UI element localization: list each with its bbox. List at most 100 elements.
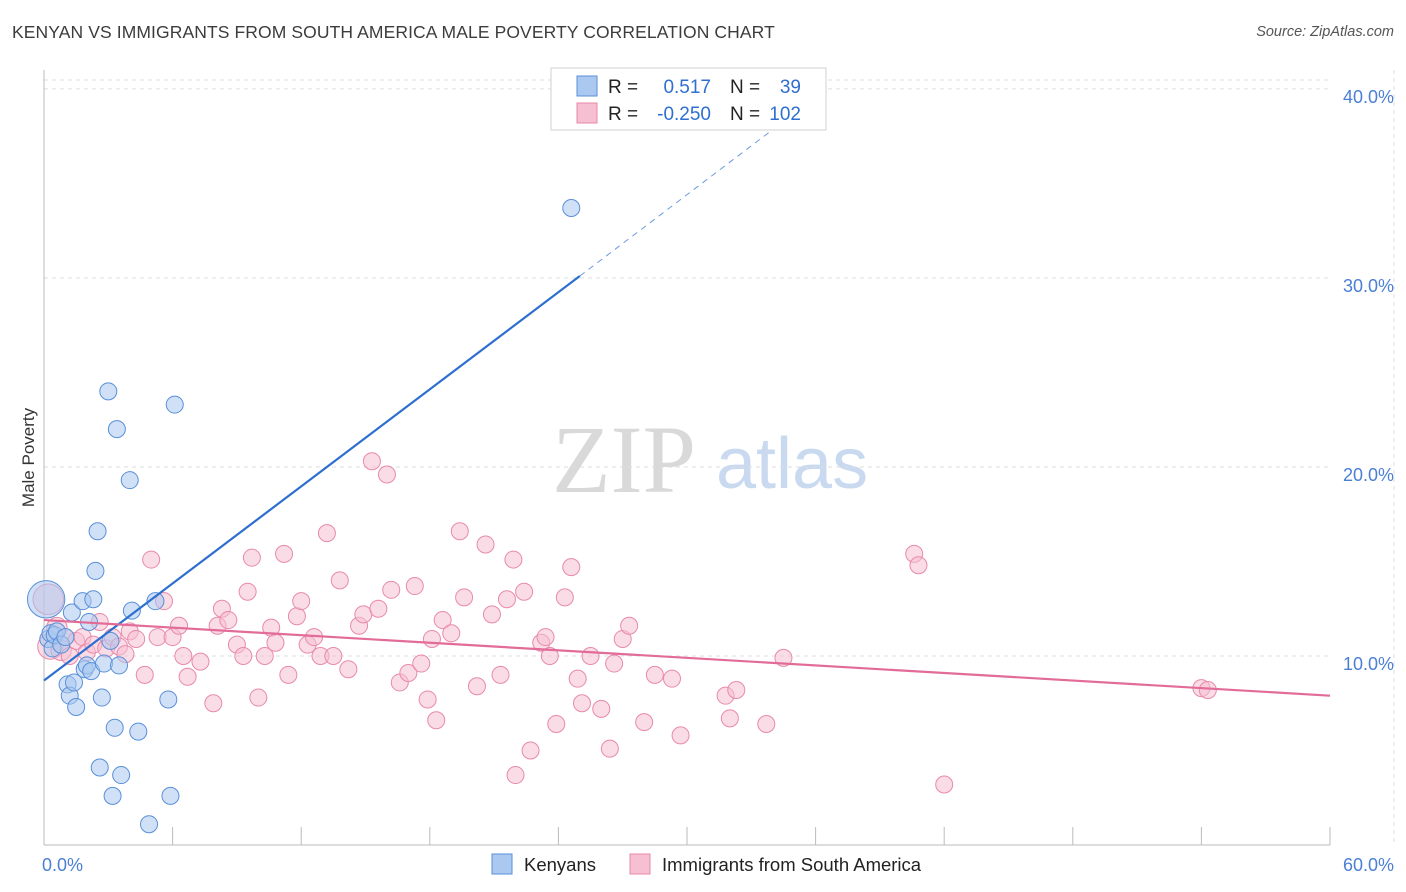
series-legend-label-kenyans: Kenyans — [524, 854, 596, 875]
south-america-point-86 — [605, 654, 624, 673]
kenyan-point-38 — [165, 395, 184, 414]
correlation-legend: R = 0.517 N = 39 R = -0.250 N = 102 — [550, 67, 827, 131]
south-america-point-84 — [592, 699, 611, 718]
south-america-point-34 — [249, 688, 268, 707]
south-america-point-77 — [540, 646, 559, 665]
south-america-point-54 — [382, 580, 401, 599]
south-america-point-25 — [191, 652, 210, 671]
south-america-point-37 — [266, 633, 285, 652]
south-america-point-88 — [620, 616, 639, 635]
south-america-point-89 — [635, 713, 654, 732]
south-america-point-17 — [135, 665, 154, 684]
south-america-point-24 — [178, 667, 197, 686]
y-axis-title: Male Poverty — [19, 407, 38, 507]
trend-lines — [43, 88, 1331, 697]
south-america-point-64 — [450, 522, 469, 541]
kenyan-point-37 — [161, 786, 180, 805]
y-tick-labels: 10.0% 20.0% 30.0% 40.0% — [1343, 87, 1394, 674]
x-tick-label-0: 0.0% — [42, 855, 83, 875]
south-america-point-76 — [536, 628, 555, 647]
watermark-zip: ZIP — [552, 406, 696, 513]
south-america-point-65 — [455, 588, 474, 607]
south-america-point-32 — [238, 582, 257, 601]
south-america-point-18 — [142, 550, 161, 569]
kenyan-point-27 — [105, 718, 124, 737]
south-america-point-83 — [581, 646, 600, 665]
south-america-point-68 — [482, 605, 501, 624]
south-america-point-82 — [572, 694, 591, 713]
chart-title: KENYAN VS IMMIGRANTS FROM SOUTH AMERICA … — [12, 22, 775, 42]
kenyan-point-25 — [101, 631, 120, 650]
x-tick-label-1: 60.0% — [1343, 855, 1394, 875]
watermark-atlas: atlas — [716, 424, 868, 504]
kenyan-point-30 — [112, 766, 131, 785]
south-america-point-73 — [515, 582, 534, 601]
kenyan-point-22 — [92, 688, 111, 707]
source-label: Source: ZipAtlas.com — [1256, 24, 1394, 40]
series-legend-swatch-south-america — [629, 853, 651, 875]
series-kenyans-points — [26, 198, 581, 834]
south-america-point-59 — [418, 690, 437, 709]
south-america-point-38 — [275, 544, 294, 563]
kenyan-point-34 — [140, 815, 159, 834]
kenyan-point-23 — [95, 654, 114, 673]
south-america-point-33 — [242, 548, 261, 567]
south-america-point-100 — [935, 775, 954, 794]
south-america-point-47 — [330, 571, 349, 590]
y-tick-label-2: 30.0% — [1343, 276, 1394, 296]
south-america-point-66 — [467, 677, 486, 696]
south-america-point-35 — [255, 646, 274, 665]
series-legend-swatch-kenyans — [491, 853, 513, 875]
south-america-point-96 — [757, 715, 776, 734]
legend-n-label-1: N = — [730, 77, 760, 98]
south-america-point-50 — [354, 605, 373, 624]
south-america-point-53 — [377, 465, 396, 484]
south-america-point-94 — [720, 709, 739, 728]
south-america-point-39 — [279, 665, 298, 684]
south-america-point-45 — [317, 524, 336, 543]
kenyan-point-35 — [146, 592, 165, 611]
south-america-point-67 — [476, 535, 495, 554]
kenyan-point-18 — [84, 590, 103, 609]
south-america-point-51 — [362, 452, 381, 471]
south-america-point-46 — [324, 646, 343, 665]
south-america-point-19 — [148, 628, 167, 647]
kenyan-point-24 — [99, 382, 118, 401]
south-america-point-41 — [292, 592, 311, 611]
kenyan-point-20 — [88, 522, 107, 541]
south-america-point-91 — [662, 669, 681, 688]
x-tick-labels: 0.0% 60.0% — [42, 855, 1394, 875]
south-america-point-56 — [399, 663, 418, 682]
legend-swatch-south-america — [576, 102, 598, 124]
south-america-point-90 — [645, 665, 664, 684]
kenyan-point-12 — [67, 698, 86, 717]
legend-n-value-1: 39 — [780, 77, 801, 98]
legend-r-value-1: 0.517 — [663, 77, 711, 98]
south-america-point-102 — [1198, 681, 1217, 699]
south-america-point-70 — [497, 590, 516, 609]
south-america-point-23 — [174, 646, 193, 665]
y-tick-label-3: 40.0% — [1343, 87, 1394, 107]
kenyan-point-31 — [120, 471, 139, 490]
south-america-point-71 — [504, 550, 523, 569]
kenyan-point-32 — [122, 601, 141, 620]
south-america-point-74 — [521, 741, 540, 760]
kenyan-point-39 — [562, 198, 581, 217]
legend-n-label-2: N = — [730, 104, 760, 125]
south-america-point-61 — [427, 711, 446, 730]
south-america-point-58 — [412, 654, 431, 673]
south-america-point-97 — [774, 648, 793, 667]
kenyan-point-26 — [103, 786, 122, 805]
south-america-point-62 — [433, 611, 452, 630]
south-america-point-78 — [547, 715, 566, 734]
south-america-point-16 — [127, 629, 146, 648]
legend-r-label-2: R = — [608, 104, 638, 125]
legend-n-value-2: 102 — [769, 104, 801, 125]
south-america-point-22 — [170, 616, 189, 635]
south-america-point-69 — [491, 665, 510, 684]
south-america-point-92 — [671, 726, 690, 745]
south-america-point-79 — [555, 588, 574, 607]
kenyan-point-19 — [86, 561, 105, 580]
kenyan-point-33 — [129, 722, 148, 741]
